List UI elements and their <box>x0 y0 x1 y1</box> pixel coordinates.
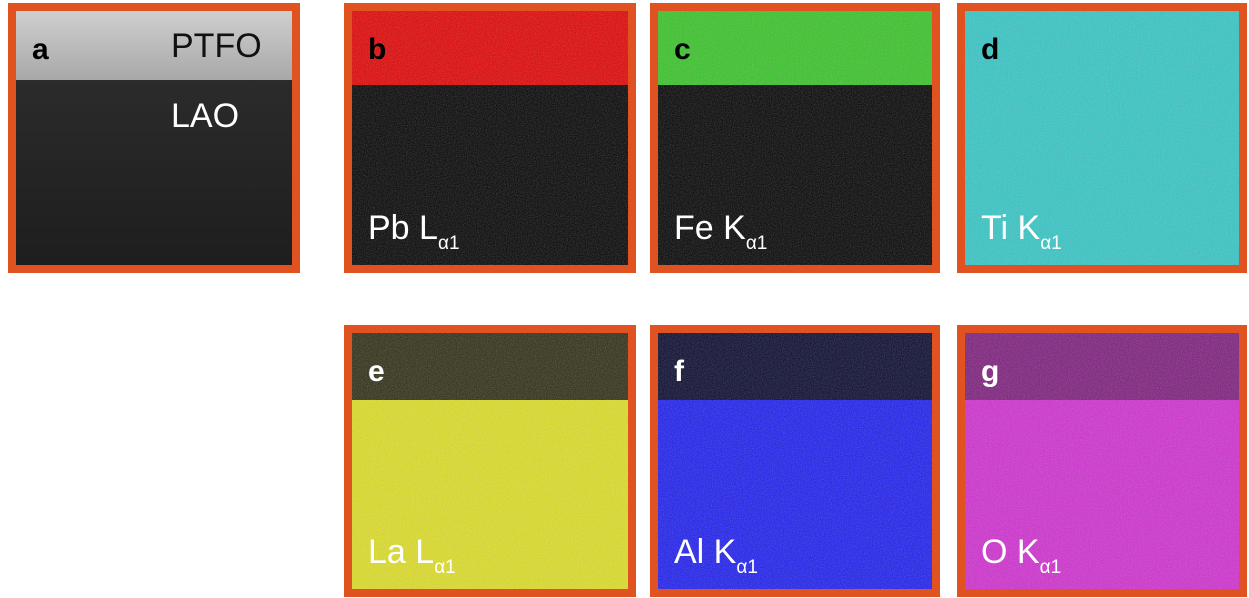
panel: b Pb Lα1 <box>344 3 636 273</box>
panel-letter: a <box>32 33 49 67</box>
element-label: Ti Kα1 <box>981 209 1062 255</box>
panel: g O Kα1 <box>957 325 1247 597</box>
panel: e La Lα1 <box>344 325 636 597</box>
panel-letter: g <box>981 355 999 389</box>
line: α1 <box>438 233 460 254</box>
line: α1 <box>736 557 758 578</box>
element-label: O Kα1 <box>981 533 1061 579</box>
element: Fe K <box>674 209 746 247</box>
panel: a PTFO LAO <box>8 3 300 273</box>
line: α1 <box>746 233 768 254</box>
element-label: Pb Lα1 <box>368 209 460 255</box>
element: Ti K <box>981 209 1040 247</box>
line: α1 <box>1040 557 1062 578</box>
panel-letter: d <box>981 33 999 67</box>
top-label: PTFO <box>171 27 262 66</box>
element-label: Fe Kα1 <box>674 209 767 255</box>
element-label: La Lα1 <box>368 533 456 579</box>
band-bottom <box>16 80 292 265</box>
panel-letter: b <box>368 33 386 67</box>
element: O K <box>981 533 1040 571</box>
panel-letter: c <box>674 33 691 67</box>
line: α1 <box>434 557 456 578</box>
panel: d Ti Kα1 <box>957 3 1247 273</box>
panel-letter: e <box>368 355 385 389</box>
element: La L <box>368 533 434 571</box>
line: α1 <box>1040 233 1062 254</box>
element-label: Al Kα1 <box>674 533 758 579</box>
figure: (() => { const data = JSON.parse(documen… <box>0 0 1249 598</box>
panel-letter: f <box>674 355 684 389</box>
element: Al K <box>674 533 736 571</box>
panel: f Al Kα1 <box>650 325 940 597</box>
panel: c Fe Kα1 <box>650 3 940 273</box>
element: Pb L <box>368 209 438 247</box>
bottom-label: LAO <box>171 97 239 136</box>
